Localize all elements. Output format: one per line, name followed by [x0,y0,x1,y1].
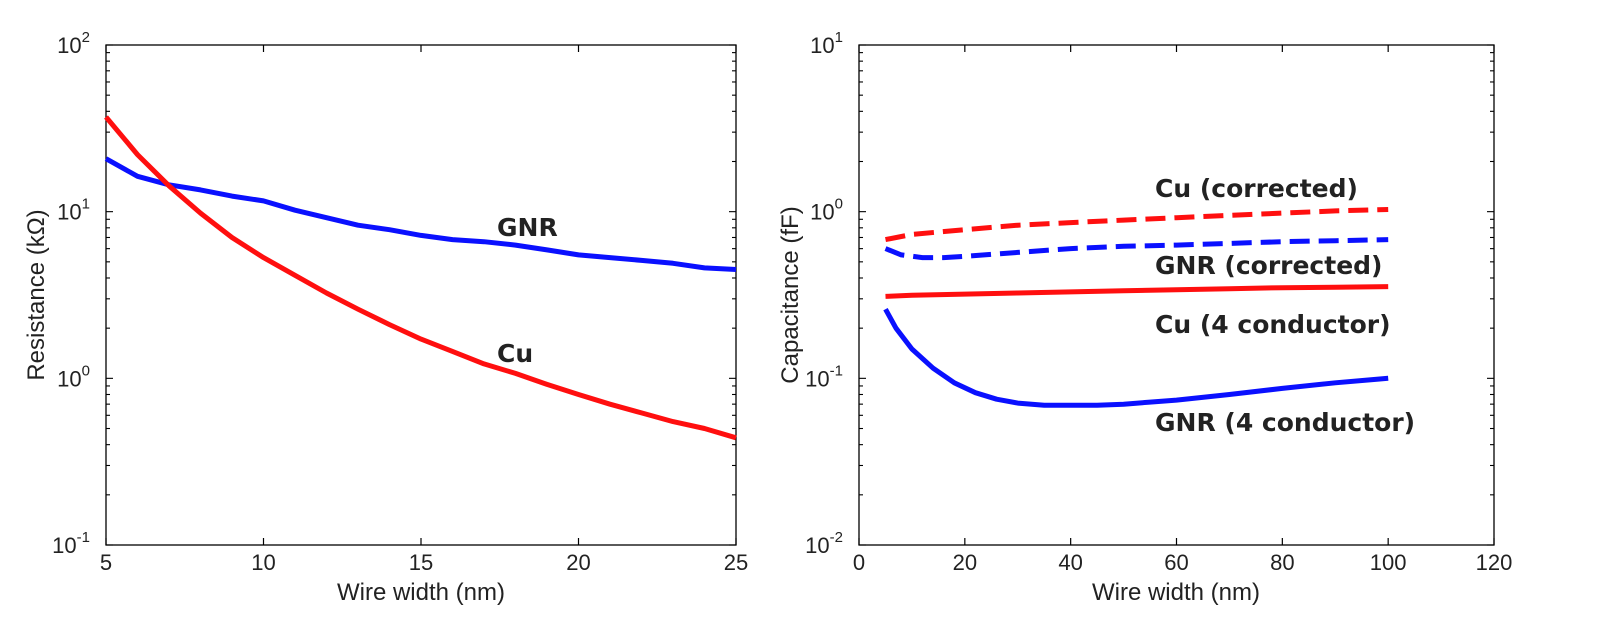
x-tick-label: 10 [251,550,275,575]
series-line-cu [104,115,737,441]
annotation-gnr-4-conductor: GNR (4 conductor) [1155,408,1415,437]
annotation-gnr-corrected: GNR (corrected) [1155,251,1382,280]
annotation-cu-4-conductor: Cu (4 conductor) [1155,310,1391,339]
x-tick-label: 80 [1270,550,1294,575]
plot-frame [105,44,737,546]
y-tick-label: 102 [57,29,90,58]
x-axis-label: Wire width (nm) [1092,579,1260,606]
annotation-gnr: GNR [497,213,558,242]
x-tick-labels: 0 20 40 60 80 100 120 [853,550,1512,575]
capacitance-plot: 0 20 40 60 80 100 120 10-2 10-1 100 101 Wire widt… [777,29,1512,606]
y-tick-label: 101 [810,29,843,58]
tick-marks [858,44,1495,546]
annotation-cu: Cu [497,339,533,368]
y-tick-label: 100 [57,362,90,391]
y-tick-labels: 10-2 10-1 100 101 [805,29,843,558]
tick-marks [105,44,737,546]
series-line-gnr-4-conductor [883,307,1389,408]
x-tick-label: 5 [100,550,112,575]
y-tick-label: 10-1 [805,362,843,391]
y-axis-label: Capacitance (fF) [777,206,804,383]
x-tick-label: 40 [1058,550,1082,575]
x-tick-label: 15 [409,550,433,575]
x-tick-label: 20 [566,550,590,575]
series-lines [104,115,737,441]
y-tick-label: 101 [57,196,90,225]
y-tick-label: 10-1 [52,529,90,558]
series-line-gnr-corrected [884,237,1389,261]
x-tick-label: 60 [1164,550,1188,575]
x-tick-label: 120 [1476,550,1513,575]
series-line-cu-4-conductor [885,284,1389,299]
series-line-cu-corrected [885,207,1389,243]
series-lines [883,207,1389,408]
x-tick-label: 0 [853,550,865,575]
y-tick-label: 10-2 [805,529,843,558]
annotation-cu-corrected: Cu (corrected) [1155,174,1358,203]
x-tick-label: 25 [724,550,748,575]
y-tick-label: 100 [810,196,843,225]
x-tick-labels: 5 10 15 20 25 [100,550,748,575]
x-tick-label: 20 [953,550,977,575]
x-axis-label: Wire width (nm) [337,579,505,606]
y-tick-labels: 10-1 100 101 102 [52,29,90,558]
x-tick-label: 100 [1370,550,1407,575]
y-axis-label: Resistance (kΩ) [23,209,50,380]
series-line-gnr [104,156,737,272]
